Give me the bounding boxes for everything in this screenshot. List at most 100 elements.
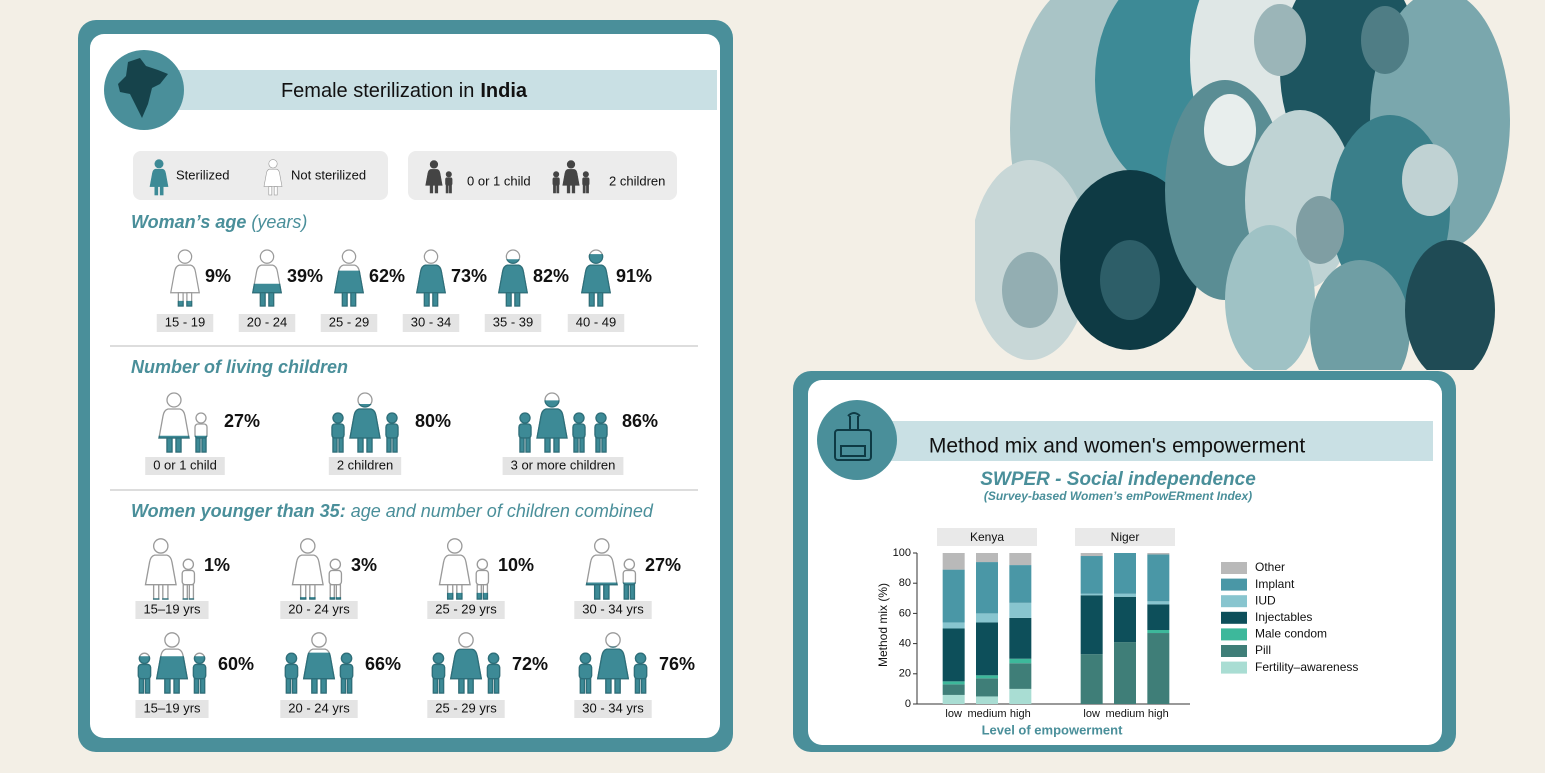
body bbox=[449, 648, 483, 680]
india-map bbox=[118, 58, 168, 118]
leg bbox=[525, 437, 531, 453]
head bbox=[195, 412, 207, 424]
leg bbox=[346, 678, 353, 694]
leg bbox=[186, 300, 193, 307]
leg bbox=[188, 584, 195, 600]
head bbox=[164, 632, 180, 648]
leg bbox=[595, 437, 601, 453]
head bbox=[544, 400, 560, 408]
item-label: 30 - 34 bbox=[411, 314, 451, 329]
leg bbox=[335, 584, 342, 600]
leg bbox=[182, 584, 188, 600]
leg bbox=[175, 437, 182, 453]
facet-header bbox=[1075, 528, 1175, 546]
x-tick-label: medium bbox=[1105, 708, 1144, 720]
body bbox=[416, 264, 446, 294]
figure-fill bbox=[416, 264, 446, 307]
bar-segment bbox=[1080, 595, 1103, 655]
figure-fill bbox=[152, 598, 195, 600]
heading-note: (years) bbox=[251, 212, 307, 232]
bar-segment bbox=[1009, 658, 1032, 664]
body bbox=[155, 656, 189, 680]
bar-segment bbox=[942, 569, 965, 623]
title-emphasis: India bbox=[480, 80, 528, 102]
leg bbox=[614, 678, 621, 694]
head bbox=[152, 538, 169, 554]
legend-label: Other bbox=[1255, 560, 1285, 574]
label-box bbox=[280, 601, 358, 619]
x-tick-label: high bbox=[1010, 708, 1031, 720]
legend-swatch bbox=[1221, 595, 1247, 608]
leg bbox=[432, 292, 439, 307]
head bbox=[605, 632, 621, 648]
item-label: 20 - 24 yrs bbox=[288, 601, 350, 616]
body bbox=[158, 408, 190, 439]
leg bbox=[593, 584, 601, 600]
bar-segment bbox=[1147, 604, 1170, 631]
item-label: 25 - 29 yrs bbox=[435, 601, 497, 616]
leg bbox=[487, 678, 494, 694]
legend-icon bbox=[425, 160, 453, 194]
body bbox=[192, 663, 207, 680]
legend-swatch bbox=[1221, 562, 1247, 574]
head bbox=[177, 249, 193, 264]
body bbox=[572, 423, 586, 439]
head bbox=[386, 412, 398, 424]
label-box bbox=[145, 457, 225, 475]
label-box bbox=[135, 601, 209, 619]
item-label: 2 children bbox=[337, 457, 393, 472]
figure-outline bbox=[438, 538, 490, 600]
leg bbox=[311, 678, 318, 694]
leg bbox=[597, 292, 604, 307]
item-label: 35 - 39 bbox=[493, 314, 533, 329]
label-box bbox=[574, 700, 652, 718]
leg bbox=[335, 597, 342, 600]
value-label: 10% bbox=[498, 555, 534, 575]
figure-fill bbox=[177, 300, 193, 307]
body bbox=[331, 423, 345, 439]
section-heading: Number of living children bbox=[131, 357, 348, 377]
body bbox=[181, 569, 196, 586]
leg bbox=[438, 678, 445, 694]
figure-fill bbox=[446, 592, 489, 600]
item-label: 25 - 29 bbox=[329, 314, 369, 329]
value-label: 82% bbox=[533, 266, 569, 286]
figure-fill bbox=[585, 582, 637, 600]
figure-fill bbox=[252, 283, 282, 307]
leg bbox=[309, 597, 316, 600]
leg bbox=[152, 598, 160, 600]
item-label: 15–19 yrs bbox=[143, 601, 201, 616]
body bbox=[263, 168, 283, 187]
value-label: 86% bbox=[622, 411, 658, 431]
body bbox=[144, 554, 177, 586]
leg bbox=[332, 437, 338, 453]
body bbox=[291, 554, 324, 586]
bar-segment bbox=[942, 628, 965, 682]
value-label: 62% bbox=[369, 266, 405, 286]
item-label: 30 - 34 yrs bbox=[582, 700, 644, 715]
head bbox=[311, 632, 327, 648]
head bbox=[593, 538, 610, 554]
leg bbox=[309, 584, 316, 600]
leg bbox=[476, 592, 482, 600]
head bbox=[154, 159, 164, 169]
label-box bbox=[574, 601, 652, 619]
title-badge bbox=[817, 400, 897, 480]
legend-label: Sterilized bbox=[176, 167, 229, 182]
illustration bbox=[975, 0, 1510, 370]
leg bbox=[273, 186, 278, 196]
leg bbox=[588, 292, 595, 307]
figure-fill bbox=[137, 656, 207, 694]
leg bbox=[423, 292, 430, 307]
chart-title: Method mix and women's empowerment bbox=[929, 435, 1306, 458]
item-label: 15 - 19 bbox=[165, 314, 205, 329]
y-tick-label: 60 bbox=[899, 607, 911, 619]
body bbox=[284, 663, 299, 680]
leg bbox=[320, 678, 327, 694]
chart-subtitle-note: (Survey-based Women’s emPowERment Index) bbox=[984, 489, 1252, 503]
leg bbox=[152, 584, 160, 600]
leg bbox=[188, 598, 195, 600]
x-tick-label: high bbox=[1148, 708, 1169, 720]
leg bbox=[634, 678, 641, 694]
